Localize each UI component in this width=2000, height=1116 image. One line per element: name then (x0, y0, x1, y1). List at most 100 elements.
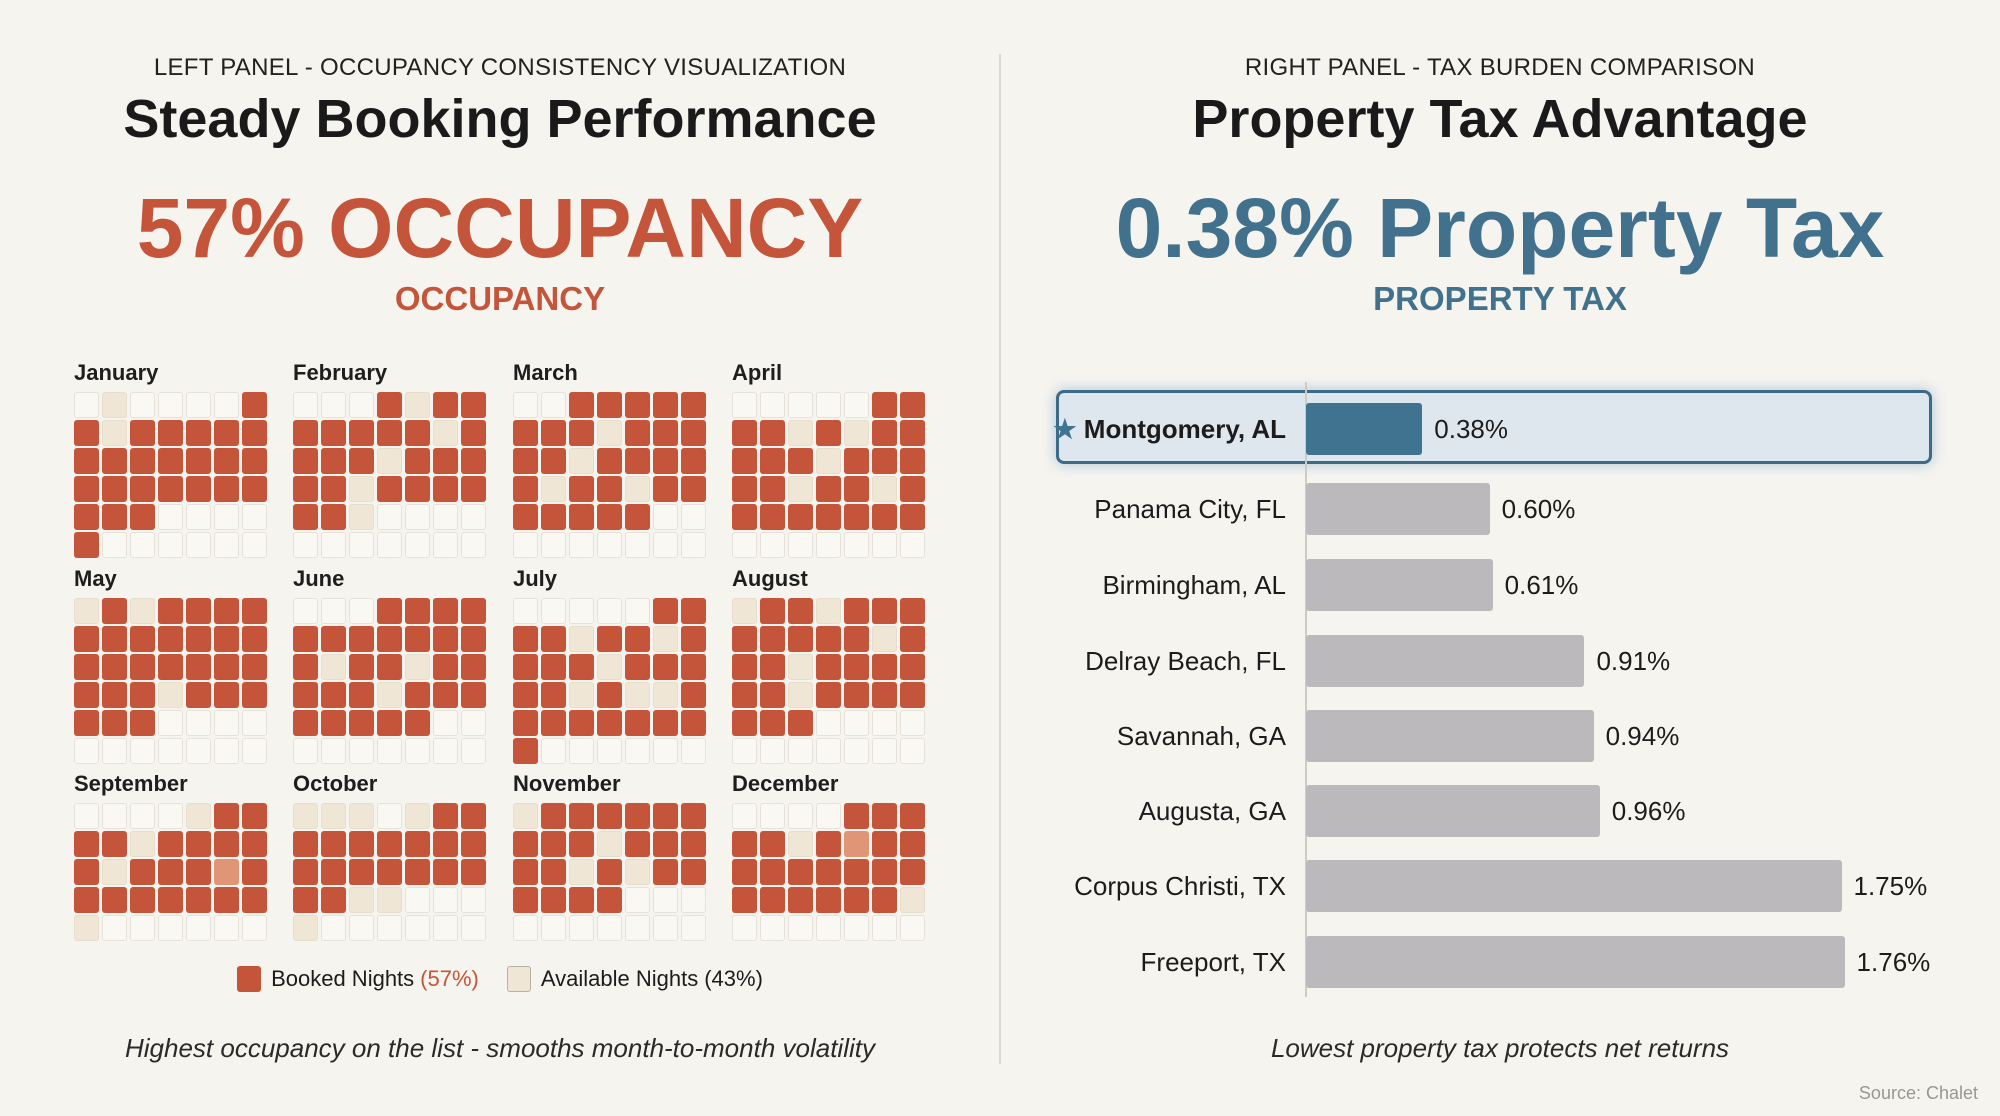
booked-night-cell (130, 887, 155, 913)
booked-night-cell (349, 654, 374, 680)
booked-night-cell (760, 476, 785, 502)
empty-cell (732, 532, 757, 558)
empty-cell (433, 532, 458, 558)
booked-night-cell (844, 831, 869, 857)
legend-available-pct: (43%) (704, 966, 763, 991)
booked-night-cell (569, 392, 594, 418)
source-note: Source: Chalet (1858, 1083, 1978, 1103)
booked-night-cell (186, 598, 211, 624)
booked-night-cell (569, 710, 594, 736)
tax-bar (1306, 710, 1594, 762)
booked-night-cell (186, 887, 211, 913)
booked-night-cell (74, 859, 99, 885)
booked-night-cell (541, 831, 566, 857)
month-label: January (74, 360, 159, 385)
empty-cell (760, 915, 785, 941)
month-label: July (513, 566, 558, 591)
booked-night-cell (653, 710, 678, 736)
booked-night-cell (405, 710, 430, 736)
bar-value-label: 1.75% (1853, 871, 1928, 901)
occupancy-headline: 57% OCCUPANCY (136, 181, 864, 275)
available-night-cell (816, 448, 841, 474)
booked-night-cell (102, 598, 127, 624)
empty-cell (653, 915, 678, 941)
available-night-cell (74, 598, 99, 624)
available-night-cell (321, 803, 346, 829)
empty-cell (681, 532, 706, 558)
empty-cell (872, 738, 897, 764)
booked-night-cell (569, 831, 594, 857)
booked-night-cell (242, 420, 267, 446)
empty-cell (214, 738, 239, 764)
empty-cell (349, 532, 374, 558)
booked-night-cell (130, 476, 155, 502)
booked-night-cell (377, 392, 402, 418)
available-night-cell (788, 831, 813, 857)
booked-night-cell (158, 831, 183, 857)
booked-night-cell (653, 859, 678, 885)
booked-night-cell (461, 598, 486, 624)
booked-night-cell (760, 831, 785, 857)
booked-night-cell (158, 887, 183, 913)
empty-cell (513, 598, 538, 624)
tax-bar (1306, 483, 1490, 535)
booked-night-cell (293, 504, 318, 530)
empty-cell (760, 803, 785, 829)
booked-night-cell (681, 859, 706, 885)
empty-cell (321, 392, 346, 418)
booked-night-cell (569, 654, 594, 680)
booked-night-cell (597, 392, 622, 418)
available-night-cell (625, 682, 650, 708)
available-night-cell (788, 682, 813, 708)
booked-night-cell (186, 831, 211, 857)
booked-night-cell (405, 448, 430, 474)
booked-night-cell (732, 476, 757, 502)
booked-night-cell (513, 682, 538, 708)
booked-night-cell (541, 420, 566, 446)
tax-bar (1306, 635, 1585, 687)
empty-cell (186, 710, 211, 736)
available-night-cell (293, 915, 318, 941)
booked-night-cell (872, 448, 897, 474)
booked-night-cell (293, 859, 318, 885)
booked-night-cell (293, 887, 318, 913)
empty-cell (844, 392, 869, 418)
available-night-cell (597, 420, 622, 446)
booked-night-cell (186, 859, 211, 885)
city-label: Augusta, GA (1026, 796, 1286, 827)
available-night-cell (513, 803, 538, 829)
available-night-cell (541, 476, 566, 502)
city-name: Panama City, FL (1094, 494, 1286, 524)
legend-available-label: Available Nights (540, 966, 699, 991)
empty-cell (597, 598, 622, 624)
booked-night-cell (102, 476, 127, 502)
empty-cell (242, 738, 267, 764)
booked-night-cell (102, 710, 127, 736)
empty-cell (405, 915, 430, 941)
booked-night-cell (461, 682, 486, 708)
empty-cell (900, 532, 925, 558)
empty-cell (130, 532, 155, 558)
available-night-cell (900, 887, 925, 913)
booked-night-cell (433, 448, 458, 474)
booked-night-cell (461, 476, 486, 502)
booked-night-cell (186, 420, 211, 446)
empty-cell (214, 710, 239, 736)
booked-night-cell (242, 476, 267, 502)
booked-night-cell (872, 392, 897, 418)
right-panel-subtitle: RIGHT PANEL - TAX BURDEN COMPARISON (1244, 54, 1756, 81)
empty-cell (513, 915, 538, 941)
available-night-cell (130, 598, 155, 624)
booked-night-cell (569, 420, 594, 446)
booked-night-cell (681, 420, 706, 446)
booked-night-cell (433, 392, 458, 418)
booked-night-cell (681, 831, 706, 857)
booked-swatch (237, 966, 262, 992)
booked-night-cell (844, 504, 869, 530)
booked-night-cell (788, 710, 813, 736)
booked-night-cell (900, 598, 925, 624)
booked-night-cell (681, 682, 706, 708)
booked-night-cell (732, 654, 757, 680)
empty-cell (597, 915, 622, 941)
empty-cell (158, 915, 183, 941)
